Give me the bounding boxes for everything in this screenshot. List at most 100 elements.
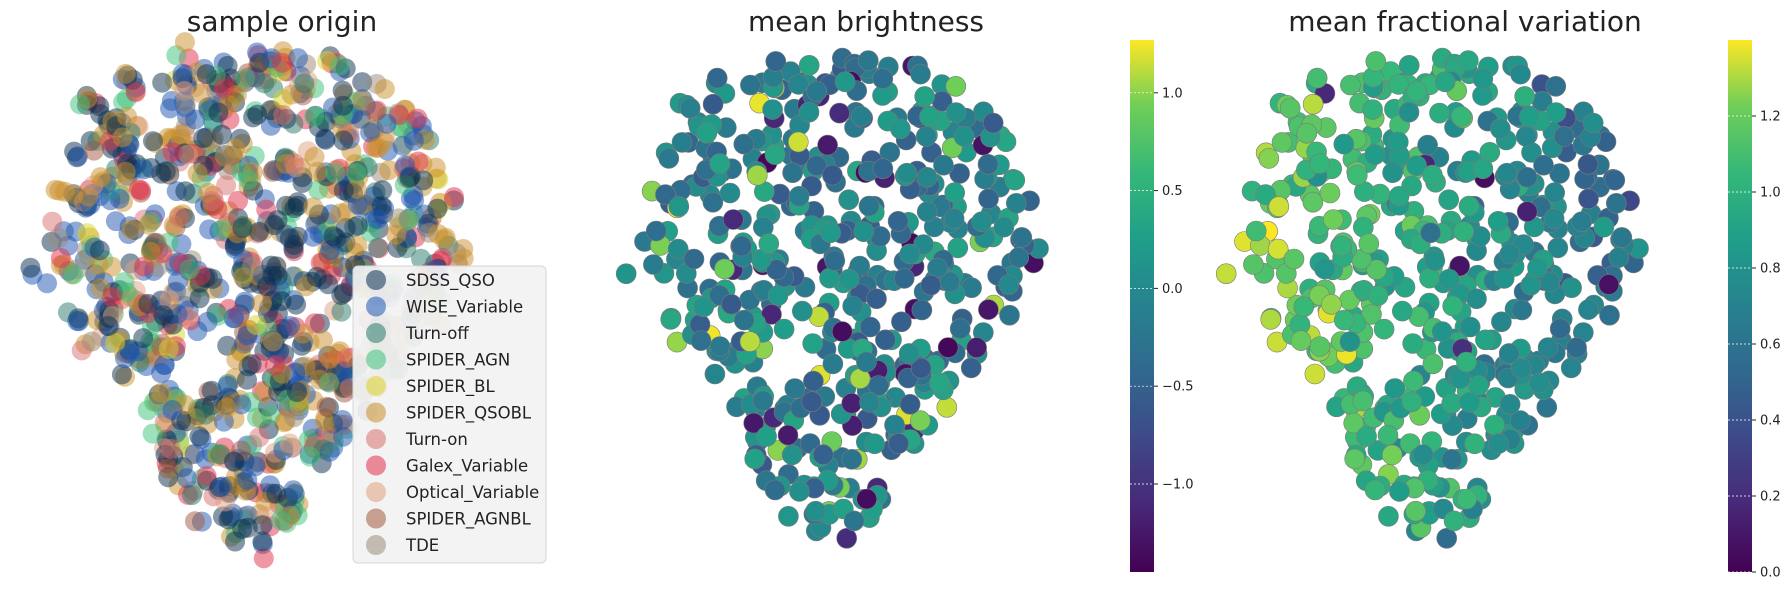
scatter-point bbox=[48, 228, 69, 248]
colorbar-tick-label: 0.5 bbox=[1162, 184, 1183, 199]
scatter-point bbox=[63, 264, 84, 285]
scatter-point bbox=[1412, 444, 1434, 465]
scatter-point bbox=[235, 68, 256, 89]
scatter-point bbox=[1331, 235, 1352, 257]
scatter-point bbox=[843, 510, 865, 532]
colorbar-ticks: 0.0 0.2 0.4 0.6 0.8 1.0 1.2 bbox=[1728, 110, 1781, 581]
scatter-point bbox=[1392, 300, 1413, 322]
scatter-point bbox=[1438, 189, 1459, 210]
scatter-point bbox=[1472, 68, 1494, 89]
scatter-point bbox=[788, 74, 809, 95]
scatter-point bbox=[853, 221, 875, 242]
scatter-point bbox=[81, 331, 102, 352]
scatter-point bbox=[142, 423, 163, 444]
legend-marker bbox=[366, 402, 386, 423]
scatter-point bbox=[690, 330, 712, 351]
legend-marker bbox=[366, 376, 386, 396]
scatter-point bbox=[253, 548, 274, 569]
scatter-point bbox=[264, 355, 285, 376]
scatter-point bbox=[1516, 201, 1538, 222]
scatter-point bbox=[1333, 133, 1355, 155]
scatter-point bbox=[1520, 274, 1542, 296]
scatter-point bbox=[829, 102, 850, 124]
scatter-point bbox=[235, 291, 255, 312]
scatter-point bbox=[133, 159, 154, 180]
scatter-point bbox=[822, 353, 844, 375]
scatter-point bbox=[237, 369, 257, 390]
scatter-point bbox=[347, 235, 368, 256]
scatter-point bbox=[67, 146, 88, 167]
scatter-point bbox=[887, 211, 909, 232]
legend-item: Galex_Variable bbox=[366, 455, 528, 477]
scatter-point bbox=[444, 187, 465, 208]
scatter-point bbox=[160, 438, 181, 459]
scatter-point bbox=[806, 81, 828, 102]
legend-label: Optical_Variable bbox=[406, 483, 539, 503]
scatter-point bbox=[42, 211, 63, 232]
scatter-point bbox=[365, 101, 386, 122]
scatter-point bbox=[283, 153, 304, 174]
scatter-point bbox=[1340, 74, 1361, 96]
scatter-point bbox=[1384, 378, 1406, 399]
scatter-point bbox=[319, 348, 340, 369]
scatter-point bbox=[798, 101, 820, 123]
scatter-point bbox=[1403, 370, 1424, 392]
scatter-point bbox=[784, 378, 806, 399]
scatter-point bbox=[78, 186, 99, 207]
scatter-point bbox=[453, 248, 474, 269]
scatter-point bbox=[1245, 220, 1267, 242]
scatter-point bbox=[756, 426, 777, 447]
scatter-point bbox=[655, 184, 676, 205]
scatter-point bbox=[212, 476, 233, 497]
scatter-point bbox=[1598, 274, 1620, 295]
legend-item: SPIDER_BL bbox=[366, 376, 495, 397]
scatter-point bbox=[115, 161, 136, 182]
scatter-point bbox=[1493, 268, 1515, 289]
scatter-point bbox=[404, 190, 425, 211]
scatter-point bbox=[1309, 153, 1331, 174]
scatter-point bbox=[254, 73, 275, 94]
scatter-point bbox=[1293, 296, 1315, 318]
scatter-point bbox=[247, 104, 268, 125]
scatter-point bbox=[721, 293, 742, 315]
scatter-point bbox=[1358, 233, 1380, 254]
scatter-point bbox=[920, 274, 942, 296]
scatter-point bbox=[273, 105, 294, 125]
scatter-point bbox=[252, 531, 273, 552]
scatter-point bbox=[105, 211, 126, 232]
colorbar-tick-label: −0.5 bbox=[1162, 380, 1194, 395]
scatter-point bbox=[1537, 337, 1559, 358]
scatter-point bbox=[709, 153, 731, 174]
chart-title: sample origin bbox=[187, 5, 377, 38]
scatter-point bbox=[1422, 164, 1443, 186]
scatter-point bbox=[318, 274, 339, 295]
legend-marker bbox=[366, 296, 386, 317]
legend-item: SPIDER_AGN bbox=[366, 349, 510, 371]
scatter-point bbox=[812, 444, 834, 465]
scatter-point bbox=[1545, 76, 1567, 97]
scatter-points bbox=[1215, 47, 1649, 549]
legend-label: SPIDER_AGN bbox=[406, 351, 510, 371]
scatter-point bbox=[336, 347, 357, 368]
scatter-point bbox=[162, 142, 183, 163]
scatter-point bbox=[185, 109, 206, 130]
scatter-point bbox=[329, 55, 350, 76]
scatter-point bbox=[88, 254, 109, 275]
scatter-point bbox=[279, 433, 300, 454]
scatter-point bbox=[125, 82, 146, 103]
scatter-point bbox=[263, 331, 283, 352]
scatter-point bbox=[242, 256, 263, 277]
scatter-point bbox=[67, 311, 88, 331]
scatter-point bbox=[773, 318, 795, 340]
colorbar-tick-label: −1.0 bbox=[1162, 477, 1194, 492]
scatter-point bbox=[1499, 393, 1521, 415]
scatter-point bbox=[1005, 193, 1027, 214]
scatter-point bbox=[153, 305, 174, 326]
scatter-point bbox=[731, 235, 752, 257]
scatter-point bbox=[1215, 263, 1237, 285]
scatter-point bbox=[683, 248, 705, 270]
scatter-point bbox=[333, 130, 354, 151]
scatter-point bbox=[367, 237, 388, 258]
scatter-point bbox=[224, 451, 244, 472]
scatter-point bbox=[822, 164, 843, 186]
